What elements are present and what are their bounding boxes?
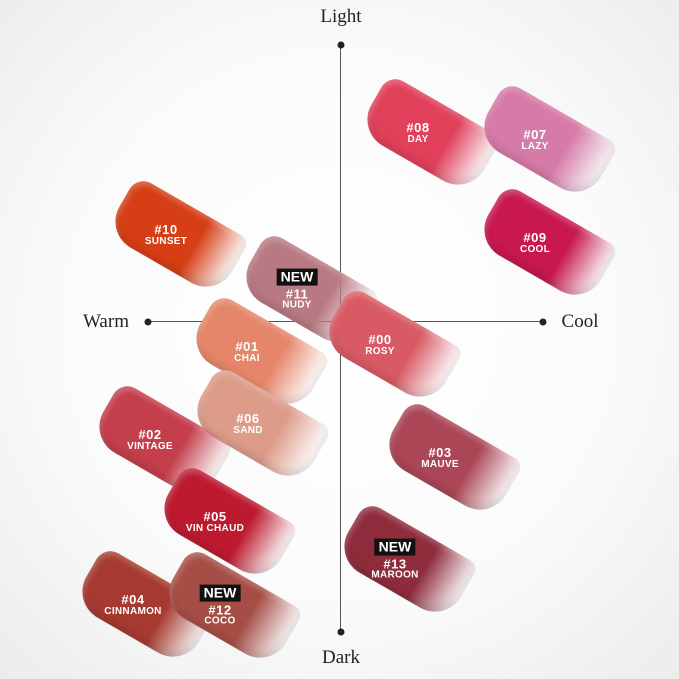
shade-label: #04 CINNAMON [104,593,161,617]
shade-label: #05 VIN CHAUD [186,510,244,534]
shade-number: #04 [121,591,145,607]
shade-number: #05 [203,508,227,524]
shade-label: #10 SUNSET [145,223,187,247]
shade-number: #09 [523,229,547,245]
shade-label: #02 VINTAGE [127,428,173,452]
shade-label: #09 COOL [520,231,550,255]
shade-name: DAY [407,133,429,145]
shade-number: #02 [138,426,162,442]
shade-name: MAUVE [421,458,459,470]
shade-number: #00 [368,331,392,347]
shade-label: #08 DAY [406,121,429,145]
shade-name: CHAI [234,352,260,364]
shade-number: #06 [236,410,260,426]
shade-label: NEW #12 COCO [199,584,241,628]
new-badge: NEW [276,268,318,286]
axis-label-dark: Dark [322,647,360,668]
shade-number: #07 [523,126,547,142]
shade-label: #07 LAZY [521,128,548,152]
axis-endpoint-right [539,318,547,326]
shade-label: NEW #11 NUDY [276,268,318,312]
axis-endpoint-left [144,318,152,326]
shade-name: SUNSET [144,235,188,247]
shade-label: #03 MAUVE [421,446,459,470]
shade-name: VINTAGE [127,440,173,452]
shade-name: SAND [233,424,263,436]
shade-name: CINNAMON [104,605,162,617]
new-badge: NEW [199,584,241,602]
shade-label: #06 SAND [233,412,263,436]
axis-endpoint-bottom [337,628,345,636]
shade-number: #12 [208,602,232,618]
shade-label: NEW #13 MAROON [371,538,419,582]
shade-name: MAROON [371,569,419,581]
shade-label: #00 ROSY [365,333,395,357]
shade-number: #11 [285,286,309,302]
shade-name: VIN CHAUD [185,522,245,534]
axis-endpoint-top [337,41,345,49]
shade-name: COOL [519,243,551,255]
new-badge: NEW [374,538,416,556]
shade-number: #13 [383,556,407,572]
shade-number: #03 [428,444,452,460]
shade-name: NUDY [282,299,312,311]
shade-number: #10 [154,221,178,237]
shade-name: COCO [204,615,236,627]
shade-number: #08 [406,119,430,135]
shade-number: #01 [235,338,259,354]
axis-label-cool: Cool [561,311,599,332]
shade-name: LAZY [521,140,549,152]
axis-label-warm: Warm [83,311,129,332]
axis-label-light: Light [320,6,362,27]
shade-label: #01 CHAI [234,340,260,364]
shade-name: ROSY [365,345,395,357]
